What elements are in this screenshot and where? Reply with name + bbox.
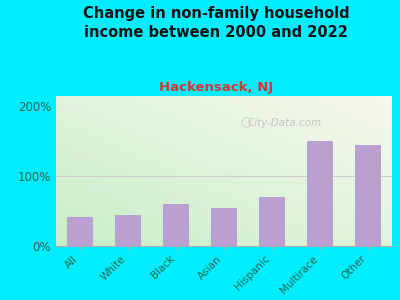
Text: Hackensack, NJ: Hackensack, NJ <box>159 81 273 94</box>
Bar <box>355 145 381 246</box>
Text: ○: ○ <box>240 116 251 130</box>
Bar <box>211 208 237 246</box>
Bar <box>259 197 285 246</box>
Text: City-Data.com: City-Data.com <box>248 118 322 128</box>
Bar <box>163 204 189 246</box>
Text: Change in non-family household
income between 2000 and 2022: Change in non-family household income be… <box>83 6 349 40</box>
Bar <box>67 217 93 246</box>
Bar <box>307 141 333 246</box>
Bar <box>115 214 141 246</box>
